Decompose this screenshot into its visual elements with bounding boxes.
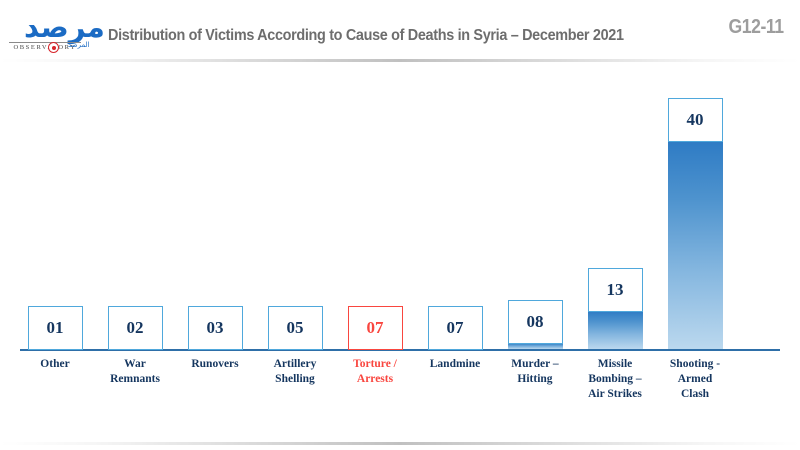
logo-observatory-text: OBSERVATORY: [9, 42, 81, 53]
category-label-line: Air Strikes: [588, 388, 642, 400]
category-label-line: Shooting -: [669, 358, 721, 370]
bar-value-box: 02: [107, 306, 163, 350]
bar-group[interactable]: 40: [667, 98, 723, 349]
bar-group[interactable]: 03: [187, 306, 243, 350]
observatory-logo: مرصد OBSERVATORY المرصد: [8, 12, 106, 56]
category-label-line: Artillery: [273, 358, 317, 370]
category-label: War Remnants: [90, 357, 180, 387]
bar-group[interactable]: 01: [27, 306, 83, 350]
category-label-line: Arrests: [356, 373, 394, 385]
category-label: Murder – Hitting: [490, 357, 580, 387]
category-label: Landmine: [410, 357, 500, 372]
footer-divider: [0, 442, 800, 445]
logo-arabic-small-text: المرصد: [68, 41, 90, 49]
category-label-line: Clash: [680, 388, 710, 400]
bar-group[interactable]: 07: [347, 305, 403, 350]
category-label-line: Other: [40, 358, 70, 370]
bar-value-box: 05: [267, 306, 323, 350]
bar-group[interactable]: 07: [427, 305, 483, 350]
bar-group[interactable]: 08: [507, 299, 563, 349]
category-label: Torture / Arrests: [330, 357, 420, 387]
bar-chart: 01 02 03 05 07 07 08 13 40 Other War Remnants Runov…: [0, 61, 800, 442]
category-label: Missile Bombing – Air Strikes: [570, 357, 660, 402]
header-divider: [0, 59, 800, 62]
bar-value-box: 08: [507, 299, 563, 344]
page-title: Distribution of Victims According to Cau…: [108, 27, 624, 44]
bar-fill: [507, 342, 563, 349]
logo-red-dot-icon: [48, 42, 59, 53]
bar-value-box: 01: [27, 306, 83, 350]
page-header: مرصد OBSERVATORY المرصد Distribution of …: [0, 0, 800, 61]
bar-value-box: 07: [427, 305, 483, 350]
category-label-line: Runovers: [191, 358, 239, 370]
category-label-line: Armed: [677, 373, 713, 385]
category-label: Other: [10, 357, 100, 372]
category-label-line: War: [124, 358, 146, 370]
bar-fill: [667, 141, 723, 349]
category-label-line: Torture /: [353, 358, 397, 370]
bar-fill: [587, 311, 643, 349]
category-label-line: Landmine: [429, 358, 481, 370]
bar-value-box: 40: [667, 98, 723, 142]
category-label: Artillery Shelling: [250, 357, 340, 387]
category-label-line: Shelling: [275, 373, 315, 385]
bar-value-box: 07: [347, 305, 403, 350]
category-label: Shooting - Armed Clash: [650, 357, 740, 402]
bar-group[interactable]: 02: [107, 306, 163, 350]
category-label-line: Murder –: [511, 358, 559, 370]
bar-value-box: 13: [587, 268, 643, 313]
chart-code-label: G12-11: [728, 16, 785, 38]
category-label: Runovers: [170, 357, 260, 372]
bar-group[interactable]: 05: [267, 306, 323, 350]
bar-group[interactable]: 13: [587, 268, 643, 349]
category-label-line: Remnants: [110, 373, 160, 385]
category-label-line: Bombing –: [588, 373, 642, 385]
logo-arabic-wordmark: مرصد: [24, 10, 106, 44]
bar-value-box: 03: [187, 306, 243, 350]
category-label-line: Hitting: [517, 373, 553, 385]
category-label-line: Missile: [597, 358, 633, 370]
x-axis-line: [20, 349, 780, 351]
